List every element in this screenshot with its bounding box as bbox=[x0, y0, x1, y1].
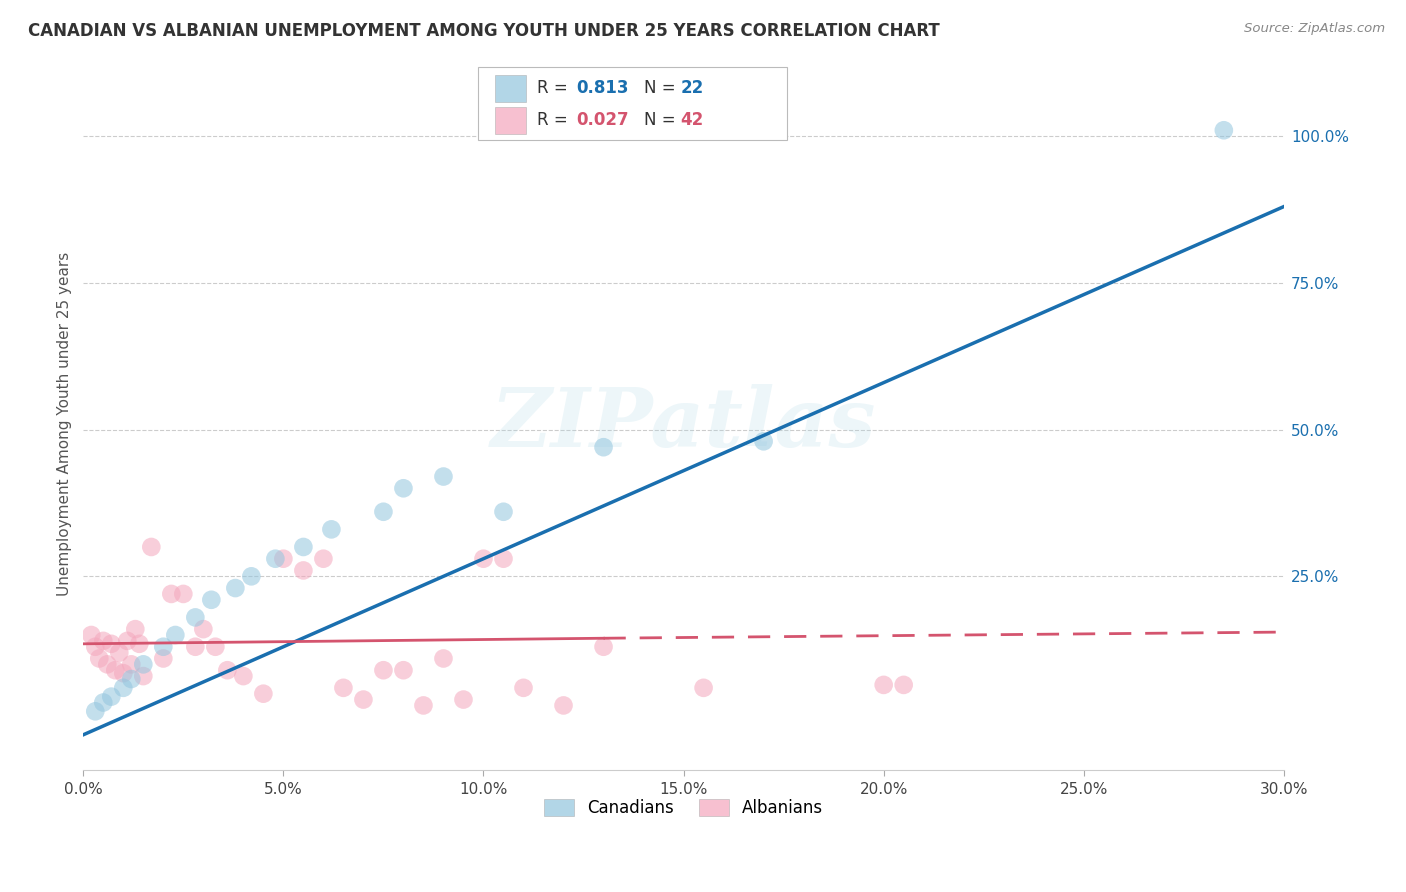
Text: CANADIAN VS ALBANIAN UNEMPLOYMENT AMONG YOUTH UNDER 25 YEARS CORRELATION CHART: CANADIAN VS ALBANIAN UNEMPLOYMENT AMONG … bbox=[28, 22, 939, 40]
Point bbox=[96, 657, 118, 672]
Point bbox=[592, 440, 614, 454]
Point bbox=[165, 628, 187, 642]
Y-axis label: Unemployment Among Youth under 25 years: Unemployment Among Youth under 25 years bbox=[58, 252, 72, 596]
Text: N =: N = bbox=[644, 79, 681, 97]
Point bbox=[100, 690, 122, 704]
Point bbox=[273, 551, 295, 566]
Point bbox=[1212, 123, 1234, 137]
Point bbox=[332, 681, 354, 695]
Point bbox=[141, 540, 163, 554]
Text: 0.027: 0.027 bbox=[576, 112, 628, 129]
Point bbox=[592, 640, 614, 654]
Point bbox=[392, 481, 415, 495]
Point bbox=[352, 692, 374, 706]
Point bbox=[152, 651, 174, 665]
Text: R =: R = bbox=[537, 112, 574, 129]
Point bbox=[128, 637, 150, 651]
Point bbox=[89, 651, 111, 665]
Point bbox=[512, 681, 534, 695]
Text: 0.813: 0.813 bbox=[576, 79, 628, 97]
Point bbox=[752, 434, 775, 449]
Point bbox=[91, 696, 114, 710]
Point bbox=[193, 622, 215, 636]
Point bbox=[160, 587, 183, 601]
Legend: Canadians, Albanians: Canadians, Albanians bbox=[537, 792, 830, 824]
Point bbox=[252, 687, 274, 701]
Point bbox=[321, 522, 343, 536]
Point bbox=[100, 637, 122, 651]
Point bbox=[432, 651, 454, 665]
Point bbox=[84, 704, 107, 718]
Point bbox=[893, 678, 915, 692]
Point bbox=[91, 633, 114, 648]
Point bbox=[873, 678, 896, 692]
Point bbox=[124, 622, 146, 636]
Text: ZIPatlas: ZIPatlas bbox=[491, 384, 876, 464]
Point bbox=[172, 587, 194, 601]
Point bbox=[692, 681, 714, 695]
Point bbox=[553, 698, 575, 713]
Point bbox=[152, 640, 174, 654]
Point bbox=[492, 551, 515, 566]
Point bbox=[184, 640, 207, 654]
Text: Source: ZipAtlas.com: Source: ZipAtlas.com bbox=[1244, 22, 1385, 36]
Point bbox=[432, 469, 454, 483]
Point bbox=[120, 657, 142, 672]
Point bbox=[292, 564, 315, 578]
Point bbox=[217, 663, 239, 677]
Point bbox=[84, 640, 107, 654]
Point bbox=[120, 672, 142, 686]
Point bbox=[492, 505, 515, 519]
Point bbox=[472, 551, 495, 566]
Text: R =: R = bbox=[537, 79, 574, 97]
Point bbox=[292, 540, 315, 554]
Point bbox=[373, 663, 395, 677]
Point bbox=[392, 663, 415, 677]
Point bbox=[373, 505, 395, 519]
Text: 42: 42 bbox=[681, 112, 704, 129]
Point bbox=[104, 663, 127, 677]
Point bbox=[112, 681, 135, 695]
Text: 22: 22 bbox=[681, 79, 704, 97]
Point bbox=[232, 669, 254, 683]
Point bbox=[312, 551, 335, 566]
Point bbox=[200, 592, 222, 607]
Point bbox=[184, 610, 207, 624]
Point bbox=[204, 640, 226, 654]
Point bbox=[224, 581, 246, 595]
Point bbox=[240, 569, 263, 583]
Point bbox=[80, 628, 103, 642]
Point bbox=[132, 657, 155, 672]
Point bbox=[412, 698, 434, 713]
Point bbox=[453, 692, 475, 706]
Text: N =: N = bbox=[644, 112, 681, 129]
Point bbox=[112, 666, 135, 681]
Point bbox=[132, 669, 155, 683]
Point bbox=[117, 633, 139, 648]
Point bbox=[108, 646, 131, 660]
Point bbox=[264, 551, 287, 566]
